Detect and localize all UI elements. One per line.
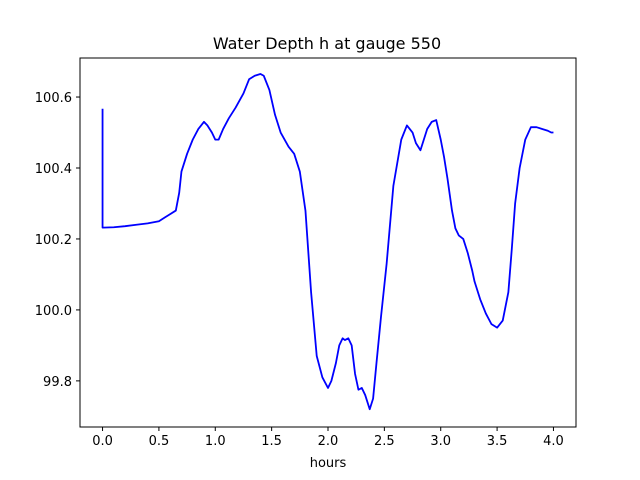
x-tick-label: 3.0 <box>430 434 451 449</box>
x-tick-label: 1.5 <box>261 434 282 449</box>
x-tick-label: 4.0 <box>543 434 564 449</box>
chart-title: Water Depth h at gauge 550 <box>213 34 441 53</box>
series-layer <box>101 73 554 411</box>
y-tick-label: 100.4 <box>35 162 72 177</box>
y-axis: 99.8 100.0 100.2 100.4 100.6 <box>35 91 80 390</box>
x-tick-label: 0.0 <box>92 434 113 449</box>
x-axis-label: hours <box>310 456 347 471</box>
x-axis: 0.0 0.5 1.0 1.5 2.0 2.5 3.0 3.5 4.0 <box>92 427 564 449</box>
series-line-0 <box>101 73 554 411</box>
y-tick-label: 100.0 <box>35 304 72 319</box>
x-tick-label: 1.0 <box>205 434 226 449</box>
x-tick-label: 2.5 <box>374 434 395 449</box>
y-tick-label: 100.6 <box>35 91 72 106</box>
x-tick-label: 2.0 <box>318 434 339 449</box>
y-tick-label: 99.8 <box>43 375 72 390</box>
y-tick-label: 100.2 <box>35 233 72 248</box>
x-tick-label: 0.5 <box>149 434 170 449</box>
x-tick-label: 3.5 <box>487 434 508 449</box>
plot-area-frame <box>79 57 577 428</box>
